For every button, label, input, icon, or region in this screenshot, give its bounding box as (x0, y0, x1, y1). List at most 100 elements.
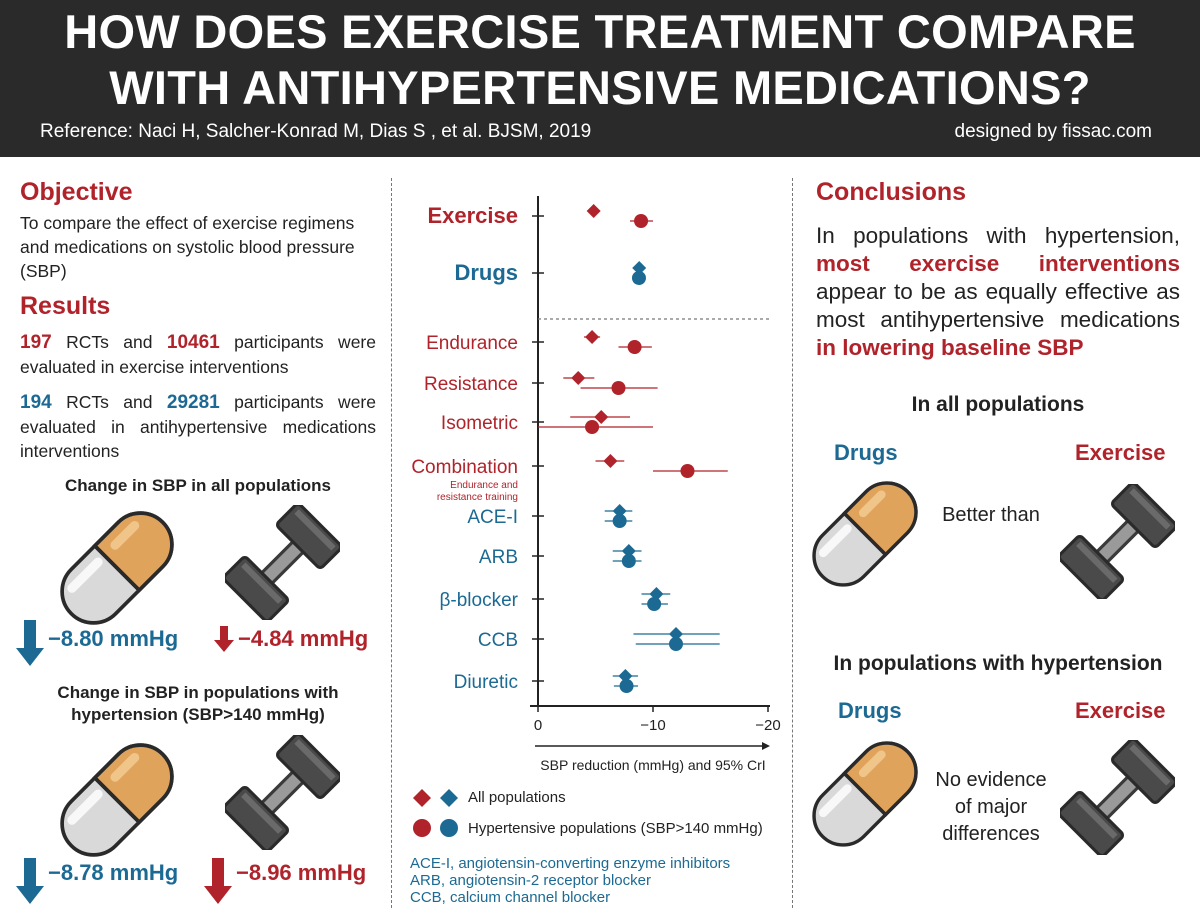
conclusions-heading: Conclusions (816, 178, 967, 206)
title-line-1: HOW DOES EXERCISE TREATMENT COMPARE (64, 5, 1136, 58)
marker-circle (621, 554, 636, 568)
objective-heading: Objective (20, 178, 133, 206)
legend-circle-markers (413, 819, 458, 837)
pill-icon (805, 738, 925, 850)
row-label--blocker: β-blocker (439, 590, 518, 611)
legend-hypertensive: Hypertensive populations (SBP>140 mmHg) (468, 820, 763, 837)
conclusions-text: In populations with hypertension, most e… (816, 222, 1180, 362)
no-evidence-text: No evidence of major differences (935, 769, 1047, 845)
marker-circle (627, 340, 642, 354)
x-axis-label: SBP reduction (mmHg) and 95% CrI (540, 757, 765, 773)
legend-circle-red (413, 819, 431, 837)
row-label-endurance: Endurance (426, 333, 518, 354)
legend-diamond-blue (440, 789, 458, 807)
pill-icon (52, 740, 182, 860)
all-pop-change-heading: Change in SBP in all populations (64, 476, 332, 495)
arrow-down-icon (16, 620, 44, 666)
dumbbell-icon (225, 505, 340, 620)
marker-circle (669, 637, 683, 651)
abbreviation-ccb: CCB, calcium channel blocker (410, 889, 611, 906)
marker-diamond (586, 204, 601, 218)
conclusion-highlight-1: most exercise interventions (816, 251, 1180, 276)
conclusion-highlight-2: in lowering baseline SBP (816, 335, 1084, 360)
row-label-resistance: Resistance (424, 374, 518, 395)
marker-circle (680, 464, 695, 478)
marker-diamond (594, 410, 609, 424)
marker-circle (647, 597, 662, 611)
separator-right (792, 178, 793, 908)
dumbbell-icon (225, 735, 340, 850)
row-label-drugs: Drugs (454, 260, 518, 285)
reference-text: Reference: Naci H, Salcher-Konrad M, Dia… (40, 121, 592, 142)
marker-diamond (585, 330, 600, 344)
conclusion-part-2: appear to be as equally effective as mos… (816, 279, 1180, 332)
htn-change-heading: Change in SBP in populations with hypert… (57, 683, 339, 724)
marker-circle (612, 514, 627, 528)
x-tick-label: −20 (755, 717, 780, 734)
marker-circle (631, 271, 646, 285)
objective-text: To compare the effect of exercise regime… (20, 213, 355, 281)
legend-circle-blue (440, 819, 458, 837)
forest-plot: 0 −10 −20 SBP reduction (mmHg) and 95% CrI E… (411, 196, 781, 773)
row-label-isometric: Isometric (441, 413, 518, 434)
row-label-ace-i: ACE-I (467, 507, 518, 528)
pill-icon (805, 478, 925, 590)
x-tick-label: −10 (640, 717, 665, 734)
drug-results-text: 194 RCTs and 29281 participants were eva… (20, 390, 376, 463)
marker-diamond (632, 261, 647, 275)
marker-circle (611, 381, 626, 395)
dumbbell-icon (1060, 484, 1175, 599)
all-exercise-change-value: −4.84 mmHg (238, 626, 369, 651)
row-label-combination: Combination (411, 457, 518, 478)
marker-diamond (669, 627, 683, 641)
exercise-results-text: 197 RCTs and 10461 participants were eva… (20, 330, 376, 379)
arrow-down-icon (204, 858, 232, 904)
title-line-2: WITH ANTIHYPERTENSIVE MEDICATIONS? (109, 61, 1091, 114)
right-drugs-label-2: Drugs (838, 698, 902, 723)
exercise-participants-count: 10461 (166, 332, 220, 353)
htn-drug-change-value: −8.78 mmHg (48, 860, 179, 885)
row-label-ccb: CCB (478, 630, 518, 651)
legend-diamond-markers (413, 789, 458, 807)
row-sublabel-line-1: Endurance and (450, 480, 518, 491)
dumbbell-icon (1060, 740, 1175, 855)
abbreviation-ace: ACE-I, angiotensin-converting enzyme inh… (410, 855, 731, 872)
header-banner: HOW DOES EXERCISE TREATMENT COMPARE WITH… (0, 0, 1200, 157)
results-heading: Results (20, 292, 111, 320)
separator-left (391, 178, 392, 908)
legend-all-populations: All populations (468, 789, 566, 806)
row-label-arb: ARB (479, 547, 518, 568)
conclusion-part-1: In populations with hypertension, (816, 223, 1180, 248)
legend-diamond-red (413, 789, 431, 807)
arrow-down-icon (214, 626, 234, 652)
right-drugs-label: Drugs (834, 440, 898, 465)
row-sublabel-line-2: resistance training (437, 492, 518, 503)
htn-exercise-change-value: −8.96 mmHg (236, 860, 367, 885)
marker-circle (634, 214, 649, 228)
marker-diamond (621, 544, 636, 558)
marker-diamond (618, 669, 633, 683)
marker-diamond (603, 454, 618, 468)
marker-circle (619, 679, 634, 693)
axis-arrow-head (762, 742, 770, 750)
exercise-results-tail: participants were evaluated in exercise … (20, 332, 376, 377)
drug-results-tail: participants were evaluated in antihyper… (20, 392, 376, 461)
exercise-rcts-label: RCTs and (51, 332, 167, 352)
pill-icon (52, 508, 182, 628)
marker-circle (585, 420, 600, 434)
arrow-down-icon (16, 858, 44, 904)
right-all-pop-heading: In all populations (911, 393, 1085, 416)
right-exercise-label-2: Exercise (1075, 698, 1166, 723)
right-htn-heading: In populations with hypertension (833, 652, 1163, 675)
drug-participants-count: 29281 (166, 392, 220, 413)
drug-rct-count: 194 (20, 392, 52, 413)
better-than-text: Better than (942, 504, 1040, 526)
right-exercise-label: Exercise (1075, 440, 1166, 465)
drug-rcts-label: RCTs and (51, 392, 167, 412)
row-label-exercise: Exercise (427, 203, 518, 228)
x-tick-label: 0 (534, 717, 542, 734)
marker-diamond (571, 371, 586, 385)
designed-by-credit: designed by fissac.com (954, 121, 1153, 142)
exercise-rct-count: 197 (20, 332, 52, 353)
all-drug-change-value: −8.80 mmHg (48, 626, 179, 651)
